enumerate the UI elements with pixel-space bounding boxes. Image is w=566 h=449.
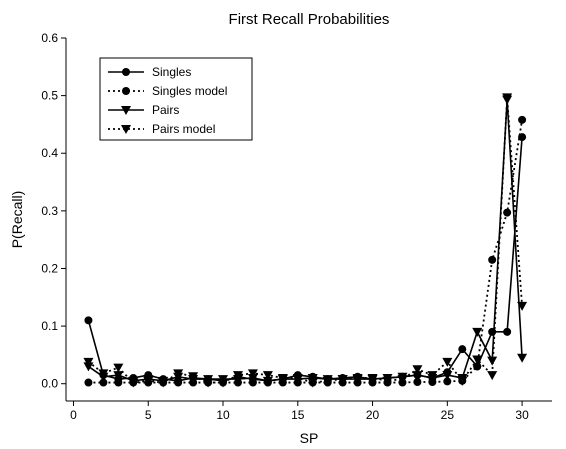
y-tick-label: 0.1 bbox=[41, 319, 58, 333]
data-point bbox=[218, 378, 229, 388]
x-axis-title: SP bbox=[300, 430, 319, 446]
legend-marker bbox=[122, 68, 130, 76]
legend-marker bbox=[121, 125, 131, 134]
x-tick-label: 30 bbox=[515, 408, 529, 422]
data-point bbox=[98, 369, 109, 379]
data-point bbox=[99, 378, 108, 387]
legend: Singles Singles model Pairs Pairs model bbox=[99, 57, 253, 141]
data-point bbox=[518, 115, 527, 124]
data-point bbox=[488, 255, 497, 264]
data-point bbox=[83, 357, 94, 367]
series-singles-model bbox=[84, 115, 527, 387]
y-tick-label: 0.5 bbox=[41, 89, 58, 103]
y-tick-label: 0.0 bbox=[41, 377, 58, 391]
data-point bbox=[83, 362, 94, 372]
x-tick-label: 20 bbox=[366, 408, 380, 422]
x-tick-label: 5 bbox=[145, 408, 152, 422]
data-point bbox=[367, 373, 378, 383]
data-point bbox=[173, 369, 184, 379]
data-point bbox=[427, 371, 438, 381]
data-point bbox=[322, 376, 333, 386]
data-point bbox=[517, 301, 528, 311]
data-point bbox=[337, 375, 348, 385]
legend-entry-label: Singles bbox=[152, 65, 191, 79]
data-point bbox=[487, 356, 498, 366]
series-line bbox=[87, 97, 523, 384]
data-point bbox=[174, 378, 183, 387]
y-axis-title: P(Recall) bbox=[9, 191, 25, 249]
data-point bbox=[232, 371, 243, 381]
data-point bbox=[188, 372, 199, 382]
data-point bbox=[517, 353, 528, 363]
data-point bbox=[84, 378, 93, 387]
legend-marker bbox=[121, 106, 131, 115]
x-tick-label: 10 bbox=[216, 408, 230, 422]
data-point bbox=[413, 377, 422, 386]
data-point bbox=[247, 373, 258, 383]
data-point bbox=[412, 365, 423, 375]
data-point bbox=[84, 316, 93, 325]
legend-marker bbox=[122, 87, 130, 95]
data-point bbox=[458, 345, 467, 354]
x-tick-label: 15 bbox=[291, 408, 305, 422]
data-point bbox=[488, 327, 497, 336]
data-point bbox=[443, 377, 452, 386]
data-point bbox=[113, 371, 124, 381]
data-point bbox=[412, 371, 423, 381]
data-point bbox=[442, 371, 453, 381]
data-point bbox=[128, 378, 139, 388]
data-point bbox=[277, 373, 288, 383]
y-tick-label: 0.4 bbox=[41, 146, 58, 160]
y-tick-label: 0.6 bbox=[41, 31, 58, 45]
data-point bbox=[292, 373, 303, 383]
data-point bbox=[262, 371, 273, 381]
legend-entry-label: Pairs model bbox=[152, 122, 215, 136]
data-point bbox=[382, 376, 393, 386]
data-point bbox=[307, 378, 318, 388]
data-point bbox=[203, 378, 214, 388]
data-point bbox=[143, 376, 154, 386]
series-line bbox=[87, 99, 523, 382]
data-point bbox=[307, 373, 318, 383]
series-singles bbox=[84, 133, 527, 385]
data-point bbox=[503, 327, 512, 336]
data-point bbox=[457, 376, 468, 386]
data-point bbox=[503, 208, 512, 217]
y-tick-label: 0.3 bbox=[41, 204, 58, 218]
data-point bbox=[442, 357, 453, 367]
chart-title: First Recall Probabilities bbox=[229, 11, 390, 28]
data-point bbox=[473, 362, 482, 371]
data-point bbox=[502, 93, 513, 103]
y-tick-label: 0.2 bbox=[41, 261, 58, 275]
series-pairs-model bbox=[83, 93, 528, 388]
legend-entry-label: Singles model bbox=[152, 84, 227, 98]
series-line bbox=[88, 119, 523, 384]
x-tick-label: 0 bbox=[70, 408, 77, 422]
data-point bbox=[114, 378, 123, 387]
data-point bbox=[158, 378, 169, 388]
data-point bbox=[247, 369, 258, 379]
x-tick-label: 25 bbox=[441, 408, 455, 422]
data-point bbox=[113, 363, 124, 373]
data-point bbox=[397, 375, 408, 385]
data-point bbox=[487, 371, 498, 381]
data-point bbox=[472, 355, 483, 365]
data-point bbox=[472, 327, 483, 337]
series-line bbox=[87, 137, 523, 382]
plot-area: 0 5 10 15 20 25 30 0.0 0.1 0.2 0.3 0.4 0.5 0.6 bbox=[41, 31, 552, 422]
data-point bbox=[352, 373, 363, 383]
legend-entry-label: Pairs bbox=[152, 103, 179, 117]
data-point bbox=[262, 376, 273, 386]
